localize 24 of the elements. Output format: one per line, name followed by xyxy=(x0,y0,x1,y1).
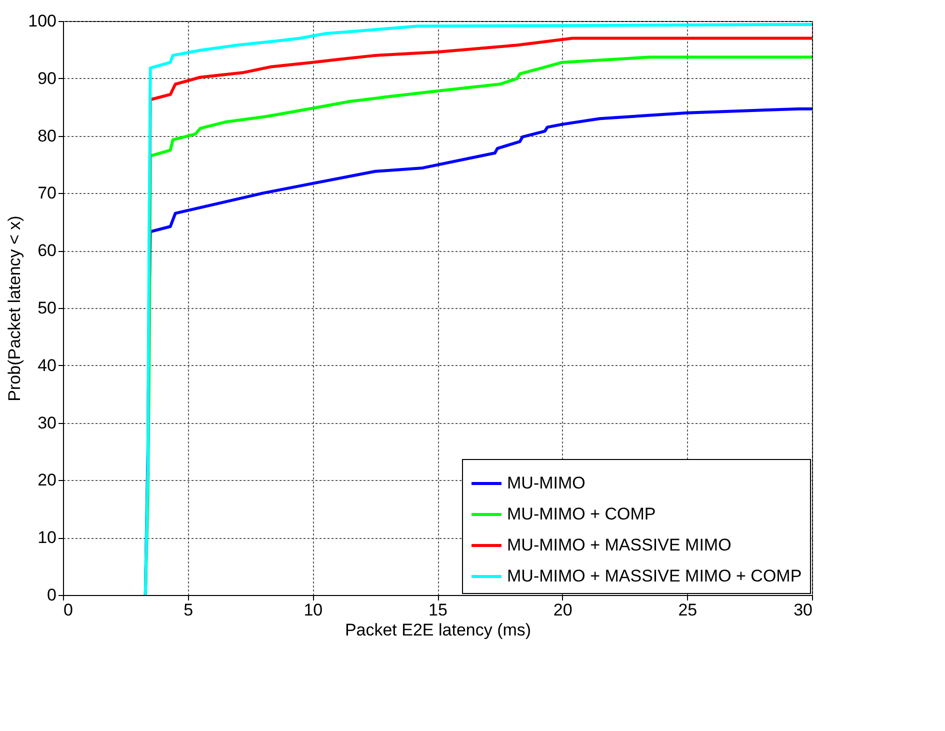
y-tick-label: 30 xyxy=(38,413,56,432)
y-tick-label: 20 xyxy=(38,470,56,490)
y-tick-label: 90 xyxy=(38,68,56,88)
y-tick-label: 40 xyxy=(38,356,56,375)
y-tick-label: 0 xyxy=(47,586,56,604)
x-tick-label: 0 xyxy=(64,600,73,620)
x-tick-label: 15 xyxy=(428,600,448,620)
legend-label: MU-MIMO + COMP xyxy=(507,504,656,524)
legend-label: MU-MIMO + MASSIVE MIMO xyxy=(507,536,732,554)
x-tick-label: 30 xyxy=(794,600,812,620)
y-axis-title: Prob(Packet latency < x) xyxy=(5,216,24,402)
y-tick-label: 80 xyxy=(38,126,56,146)
y-tick-label: 10 xyxy=(38,528,56,548)
legend-label: MU-MIMO + MASSIVE MIMO + COMP xyxy=(507,566,802,586)
x-axis-title: Packet E2E latency (ms) xyxy=(344,620,532,640)
x-tick-label: 25 xyxy=(678,600,698,620)
legend-label: MU-MIMO xyxy=(507,474,586,492)
y-tick-label: 70 xyxy=(38,184,56,203)
x-tick-label: 10 xyxy=(304,600,323,620)
x-tick-label: 20 xyxy=(553,600,572,620)
y-tick-label: 100 xyxy=(28,12,56,30)
x-tick-label: 5 xyxy=(184,600,194,620)
y-tick-label: 60 xyxy=(38,241,56,260)
y-tick-label: 50 xyxy=(38,298,56,318)
